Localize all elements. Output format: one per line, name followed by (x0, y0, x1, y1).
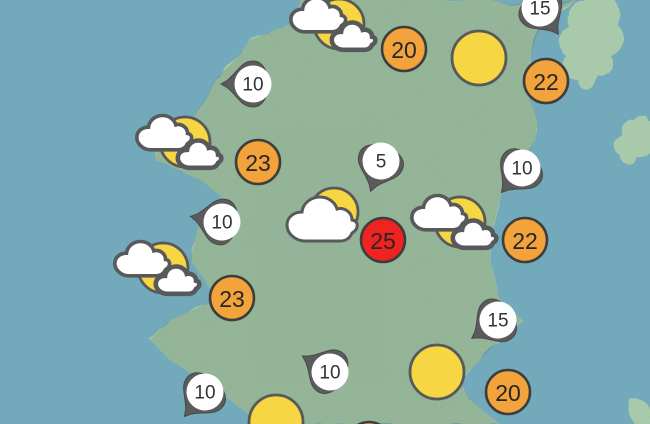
svg-text:10: 10 (211, 213, 232, 234)
svg-text:10: 10 (319, 363, 340, 384)
svg-text:22: 22 (512, 228, 538, 254)
svg-text:23: 23 (219, 286, 245, 312)
svg-text:20: 20 (391, 37, 417, 63)
svg-text:23: 23 (245, 150, 271, 176)
svg-text:20: 20 (495, 380, 521, 406)
svg-text:15: 15 (487, 311, 508, 332)
svg-text:22: 22 (533, 69, 559, 95)
svg-text:10: 10 (511, 159, 532, 180)
svg-text:25: 25 (370, 228, 396, 254)
svg-text:10: 10 (242, 75, 263, 96)
svg-text:10: 10 (194, 383, 215, 404)
svg-text:5: 5 (376, 152, 387, 173)
svg-text:15: 15 (529, 0, 550, 20)
